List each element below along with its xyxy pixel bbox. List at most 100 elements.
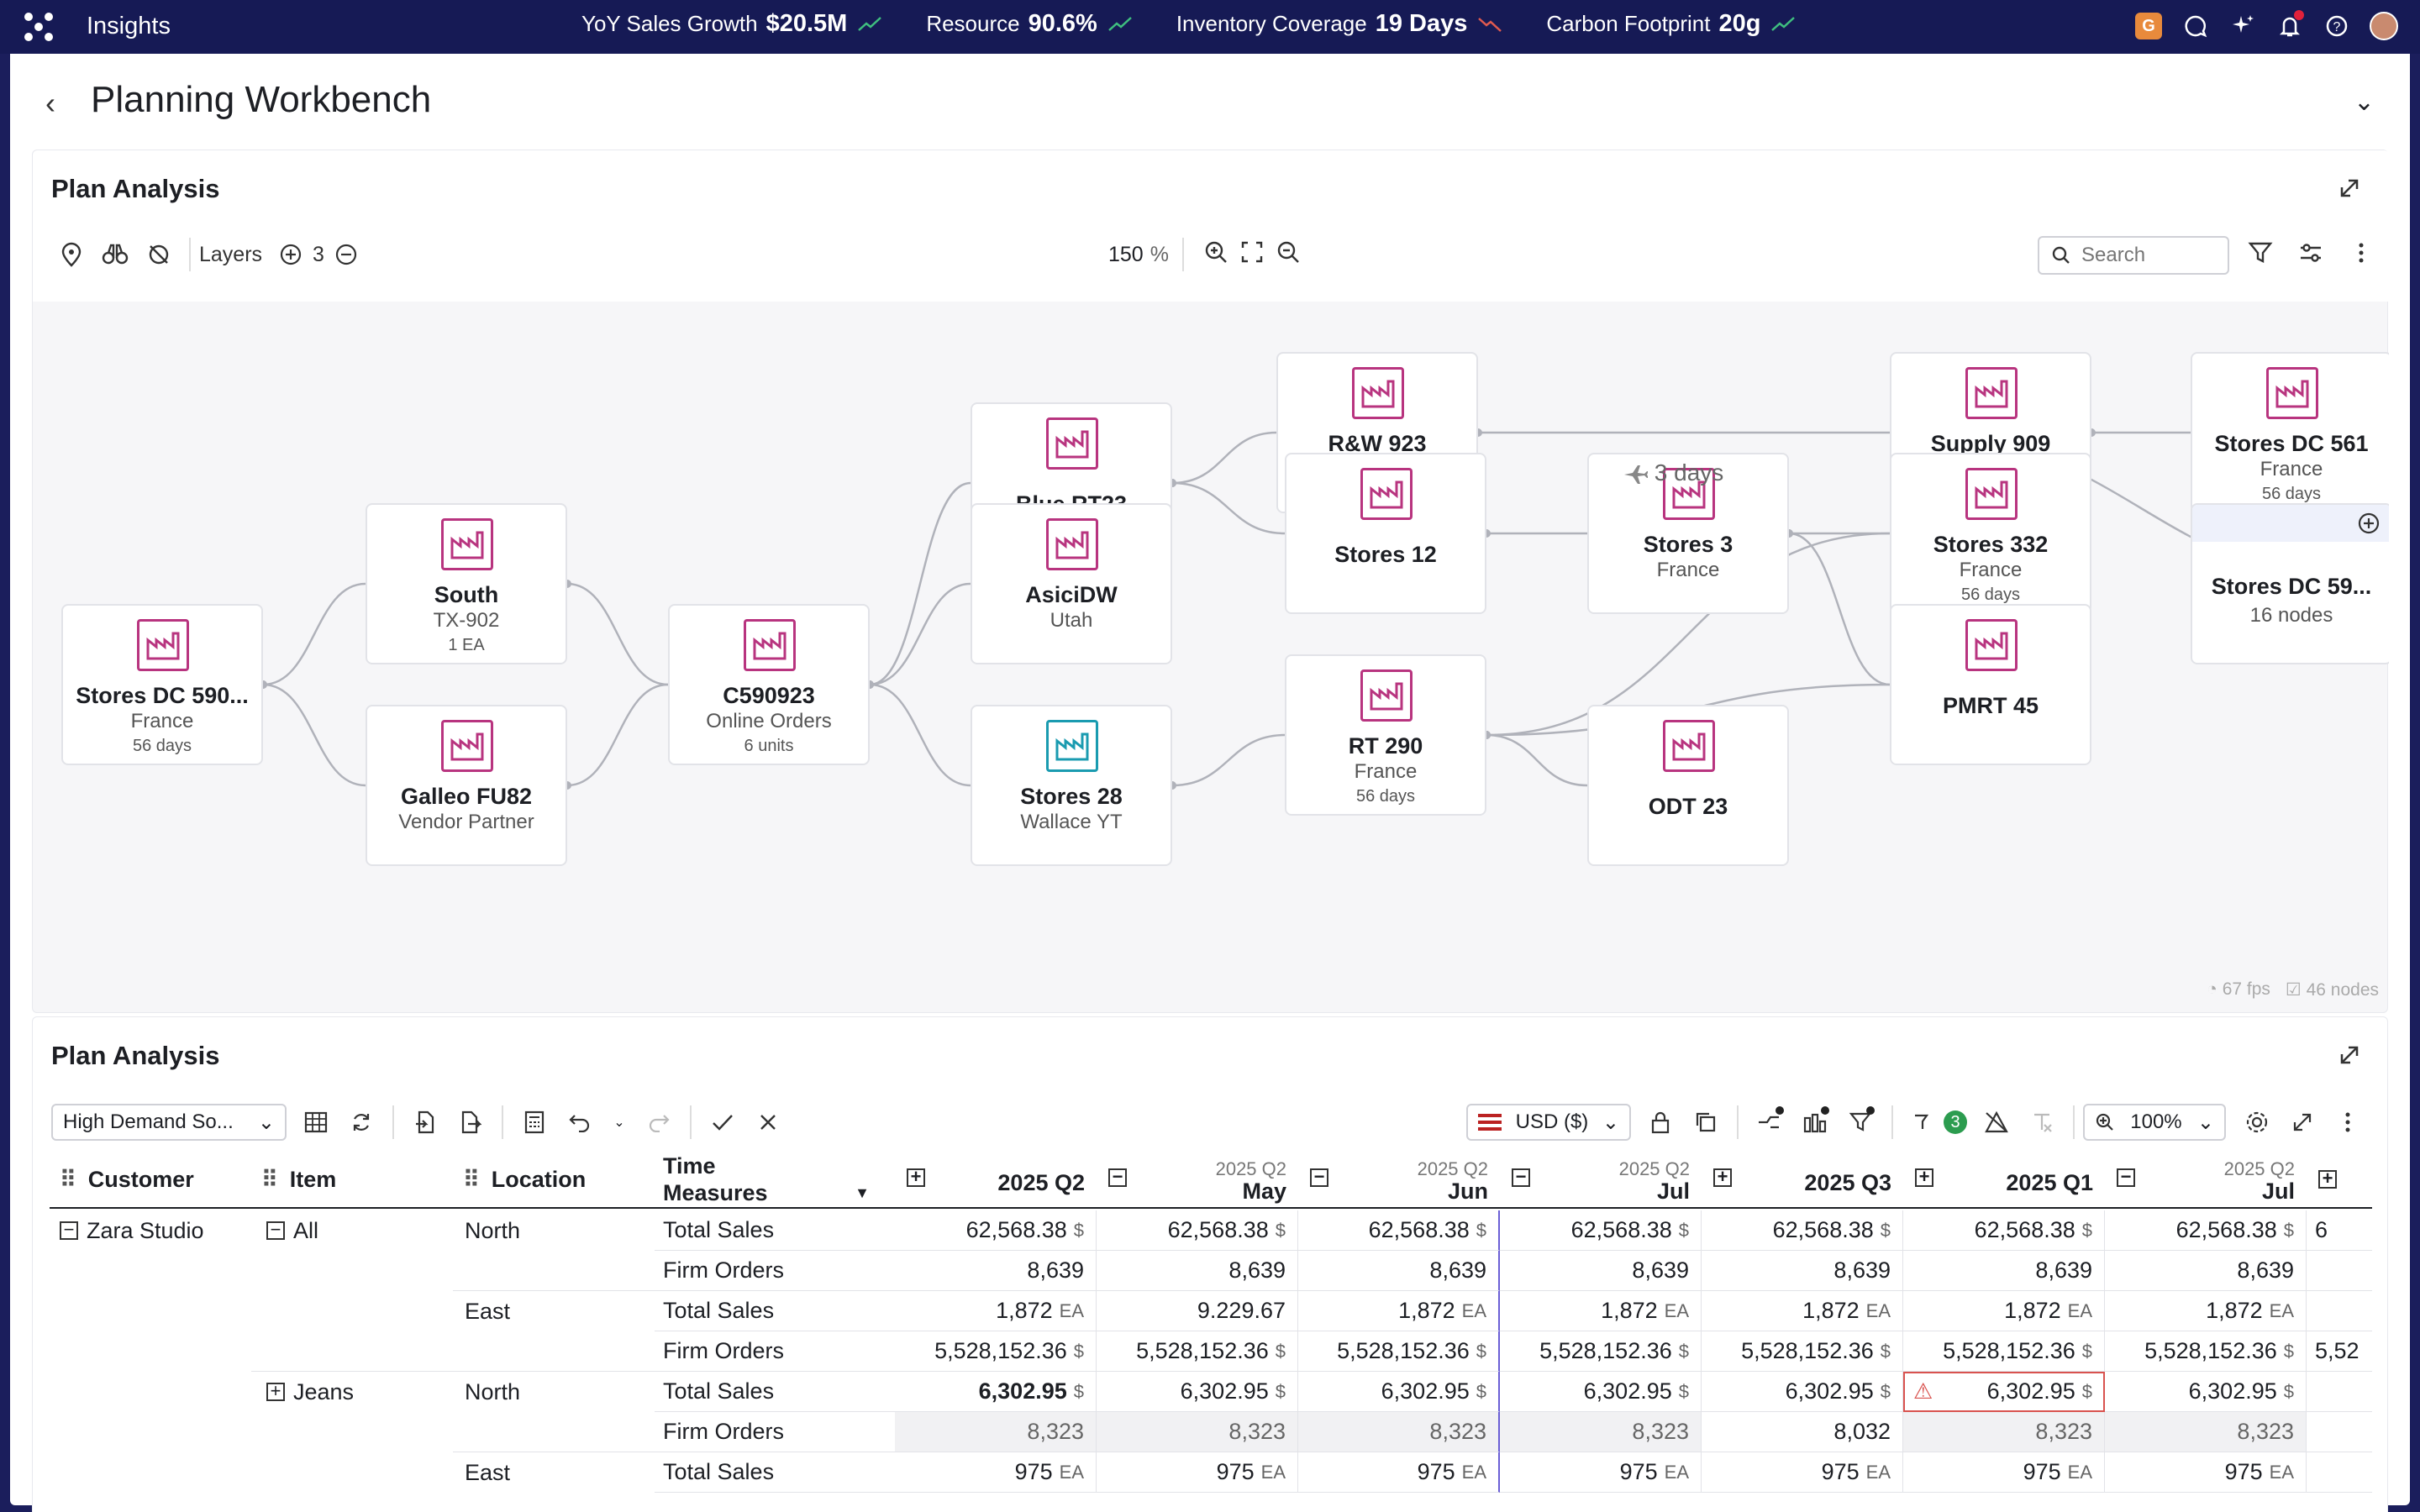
network-node[interactable]: Stores 28 Wallace YT	[971, 705, 1172, 866]
network-node[interactable]: RT 290 France 56 days	[1285, 654, 1486, 816]
value-cell[interactable]: 8,323	[1298, 1412, 1500, 1452]
network-node[interactable]: PMRT 45	[1890, 604, 2091, 765]
collapse-icon[interactable]: −	[1310, 1168, 1328, 1187]
value-cell[interactable]: 62,568.38 $	[895, 1210, 1097, 1251]
network-edge[interactable]	[1171, 481, 1286, 535]
expand-arrows-icon[interactable]	[2288, 1108, 2317, 1137]
drag-handle-icon[interactable]: ⠿	[261, 1166, 278, 1192]
collapse-icon[interactable]: −	[1512, 1168, 1530, 1187]
collapse-icon[interactable]: −	[1108, 1168, 1127, 1187]
location-cell[interactable]: North	[453, 1210, 655, 1251]
measure-cell[interactable]: Firm Orders	[655, 1412, 895, 1452]
network-node[interactable]: Stores DC 590... France 56 days	[61, 604, 263, 765]
measure-cell[interactable]: Total Sales	[655, 1372, 895, 1412]
measure-cell[interactable]: Total Sales	[655, 1291, 895, 1331]
item-cell[interactable]	[251, 1412, 453, 1452]
period-column-header[interactable]: − 2025 Q2 Jul	[2105, 1152, 2307, 1209]
warning-icon[interactable]: ⚠	[1913, 1378, 1933, 1404]
kpi-item[interactable]: Carbon Footprint 20g	[1546, 10, 1796, 38]
collapse-icon[interactable]: −	[60, 1221, 78, 1240]
map-search[interactable]	[2038, 236, 2229, 275]
fit-screen-icon[interactable]	[1241, 241, 1263, 269]
value-cell[interactable]: 62,568.38 $	[1903, 1210, 2105, 1251]
period-column-header[interactable]: +2025 Q1	[1903, 1152, 2105, 1209]
period-column-header[interactable]: − 2025 Q2 May	[1097, 1152, 1298, 1209]
value-cell[interactable]: 62,568.38 $	[1702, 1210, 1903, 1251]
value-cell[interactable]: 62,568.38 $	[1097, 1210, 1298, 1251]
measures-header[interactable]: Measures ▼	[663, 1179, 895, 1206]
network-node[interactable]: Stores DC 561 France 56 days	[2191, 352, 2389, 513]
value-cell[interactable]: 8,032	[1702, 1412, 1903, 1452]
value-cell[interactable]: 8,639	[1702, 1251, 1903, 1291]
check-icon[interactable]	[708, 1108, 737, 1137]
location-pin-icon[interactable]	[58, 241, 85, 268]
expand-icon[interactable]: +	[266, 1382, 285, 1401]
value-cell[interactable]: 5,528,152.36 $	[1097, 1331, 1298, 1372]
copy-icon[interactable]	[1691, 1108, 1720, 1137]
lock-icon[interactable]	[1646, 1108, 1675, 1137]
network-node[interactable]: ODT 23	[1587, 705, 1789, 866]
grid-filter-icon[interactable]	[1846, 1106, 1875, 1137]
network-node[interactable]: Galleo FU82 Vendor Partner	[366, 705, 567, 866]
customer-cell[interactable]	[50, 1372, 251, 1412]
value-cell[interactable]: 6,302.95 $	[2105, 1372, 2307, 1412]
value-cell[interactable]: 5,528,152.36 $	[1500, 1331, 1702, 1372]
table-icon[interactable]	[302, 1108, 330, 1137]
drag-handle-icon[interactable]: ⠿	[60, 1166, 76, 1192]
location-cell[interactable]: North	[453, 1372, 655, 1412]
gear-icon[interactable]	[2243, 1108, 2271, 1137]
network-canvas[interactable]: Stores DC 590... France 56 days South TX-902…	[33, 302, 2389, 1012]
value-cell[interactable]: 6,302.95 $	[1500, 1372, 1702, 1412]
refresh-icon[interactable]	[347, 1108, 376, 1137]
collapse-icon[interactable]: −	[2117, 1168, 2135, 1187]
column-header-time-measures[interactable]: Time Measures ▼	[655, 1152, 895, 1209]
value-cell[interactable]: 8,639	[1298, 1251, 1500, 1291]
measure-cell[interactable]: Total Sales	[655, 1452, 895, 1493]
chart-icon[interactable]	[1801, 1106, 1829, 1137]
kpi-item[interactable]: Inventory Coverage 19 Days	[1176, 10, 1503, 38]
column-header-item[interactable]: ⠿ Item	[251, 1152, 453, 1209]
value-cell[interactable]: 1,872 EA	[895, 1291, 1097, 1331]
value-cell[interactable]: 8,639	[2105, 1251, 2307, 1291]
app-badge[interactable]: G	[2134, 12, 2163, 40]
customer-cell[interactable]	[50, 1251, 251, 1291]
expand-icon[interactable]: +	[1915, 1168, 1933, 1187]
column-header-customer[interactable]: ⠿ Customer	[50, 1152, 251, 1209]
value-cell[interactable]: 62,568.38 $	[1500, 1210, 1702, 1251]
item-cell[interactable]	[251, 1331, 453, 1372]
item-cell[interactable]	[251, 1291, 453, 1331]
value-cell[interactable]: 8,323	[895, 1412, 1097, 1452]
column-header-location[interactable]: ⠿ Location	[453, 1152, 655, 1209]
network-node[interactable]: Stores 12	[1285, 453, 1486, 614]
zoom-in-icon[interactable]	[1204, 240, 1228, 270]
measure-cell[interactable]: Total Sales	[655, 1210, 895, 1251]
period-column-header[interactable]: − 2025 Q2 Jul	[1500, 1152, 1702, 1209]
value-cell[interactable]: 975 EA	[1298, 1452, 1500, 1493]
expand-icon[interactable]	[2337, 176, 2362, 201]
value-cell[interactable]: 5,528,152.36 $	[2105, 1331, 2307, 1372]
value-cell[interactable]: 5,528,152.36 $	[1903, 1331, 2105, 1372]
scenario-icon[interactable]	[1755, 1106, 1784, 1137]
collapse-icon[interactable]: −	[266, 1221, 285, 1240]
network-edge[interactable]	[1486, 532, 1891, 737]
network-edge[interactable]	[1788, 532, 1891, 686]
search-input[interactable]	[2081, 244, 2216, 267]
chat-icon[interactable]	[2181, 12, 2210, 40]
undo-menu-chevron-icon[interactable]: ⌄	[613, 1116, 625, 1130]
value-cell[interactable]: 1,872 EA	[1702, 1291, 1903, 1331]
close-icon[interactable]	[754, 1108, 782, 1137]
import-icon[interactable]	[411, 1108, 439, 1137]
value-cell[interactable]: 6,302.95 $	[1097, 1372, 1298, 1412]
item-cell[interactable]: + Jeans	[251, 1372, 453, 1412]
value-cell[interactable]: 8,639	[1903, 1251, 2105, 1291]
value-cell[interactable]: 1,872 EA	[1298, 1291, 1500, 1331]
item-cell[interactable]	[251, 1452, 453, 1493]
location-cell[interactable]	[453, 1331, 655, 1372]
measure-cell[interactable]: Firm Orders	[655, 1251, 895, 1291]
value-cell[interactable]: 5,528,152.36 $	[1702, 1331, 1903, 1372]
network-edge[interactable]	[566, 582, 669, 686]
hide-icon[interactable]	[145, 241, 172, 268]
value-cell[interactable]: 8,323	[1903, 1412, 2105, 1452]
redo-icon[interactable]	[644, 1108, 673, 1137]
value-cell[interactable]: 8,639	[1500, 1251, 1702, 1291]
